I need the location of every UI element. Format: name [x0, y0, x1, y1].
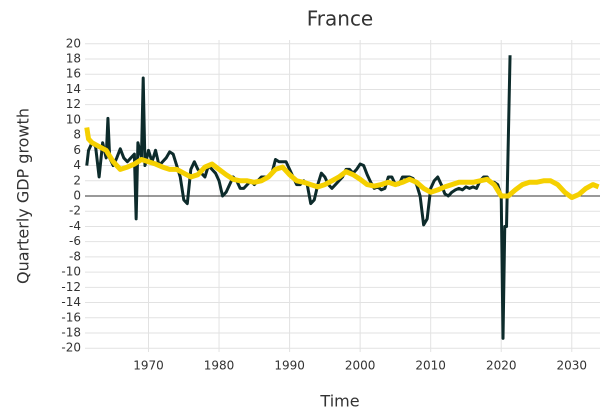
y-tick-label: -12	[61, 280, 81, 294]
y-tick-label: 10	[66, 112, 81, 126]
y-tick-label: -8	[69, 249, 81, 263]
y-tick-label: 12	[66, 97, 81, 111]
y-tick-label: -10	[61, 265, 81, 279]
y-tick-label: -2	[69, 204, 81, 218]
y-tick-label: -4	[69, 219, 81, 233]
y-tick-label: 16	[66, 67, 81, 81]
y-tick-label: 18	[66, 52, 81, 66]
y-tick-label: 14	[66, 82, 81, 96]
x-tick-label: 1970	[133, 359, 164, 373]
y-tick-label: 20	[66, 36, 81, 50]
y-tick-label: -20	[61, 341, 81, 355]
y-tick-label: -14	[61, 295, 81, 309]
y-tick-label: -6	[69, 234, 81, 248]
x-axis-label: Time	[319, 392, 359, 411]
y-tick-label: -16	[61, 310, 81, 324]
series-line	[85, 55, 512, 340]
y-tick-label: 8	[73, 128, 81, 142]
x-tick-label: 1980	[204, 359, 235, 373]
y-tick-label: 2	[73, 173, 81, 187]
y-axis-label: Quarterly GDP growth	[14, 108, 33, 284]
x-tick-label: 2000	[345, 359, 376, 373]
y-tick-label: -18	[61, 325, 81, 339]
y-tick-label: 6	[73, 143, 81, 157]
x-tick-label: 2030	[557, 359, 588, 373]
x-tick-label: 1990	[274, 359, 305, 373]
x-tick-label: 2020	[486, 359, 517, 373]
y-tick-label: 4	[73, 158, 81, 172]
x-tick-label: 2010	[415, 359, 446, 373]
series-line	[84, 127, 600, 201]
y-tick-label: 0	[73, 189, 81, 203]
chart-title: France	[307, 7, 374, 31]
